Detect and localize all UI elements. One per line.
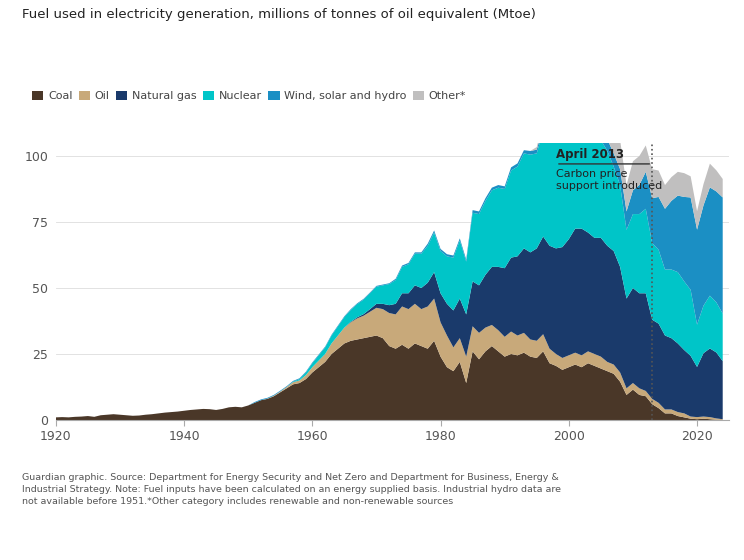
Legend: Coal, Oil, Natural gas, Nuclear, Wind, solar and hydro, Other*: Coal, Oil, Natural gas, Nuclear, Wind, s… [28, 87, 470, 106]
Text: April 2013: April 2013 [556, 148, 624, 161]
Text: Guardian graphic. Source: Department for Energy Security and Net Zero and Depart: Guardian graphic. Source: Department for… [22, 473, 561, 506]
Text: Fuel used in electricity generation, millions of tonnes of oil equivalent (Mtoe): Fuel used in electricity generation, mil… [22, 8, 536, 21]
Text: Carbon price
support introduced: Carbon price support introduced [556, 169, 662, 191]
